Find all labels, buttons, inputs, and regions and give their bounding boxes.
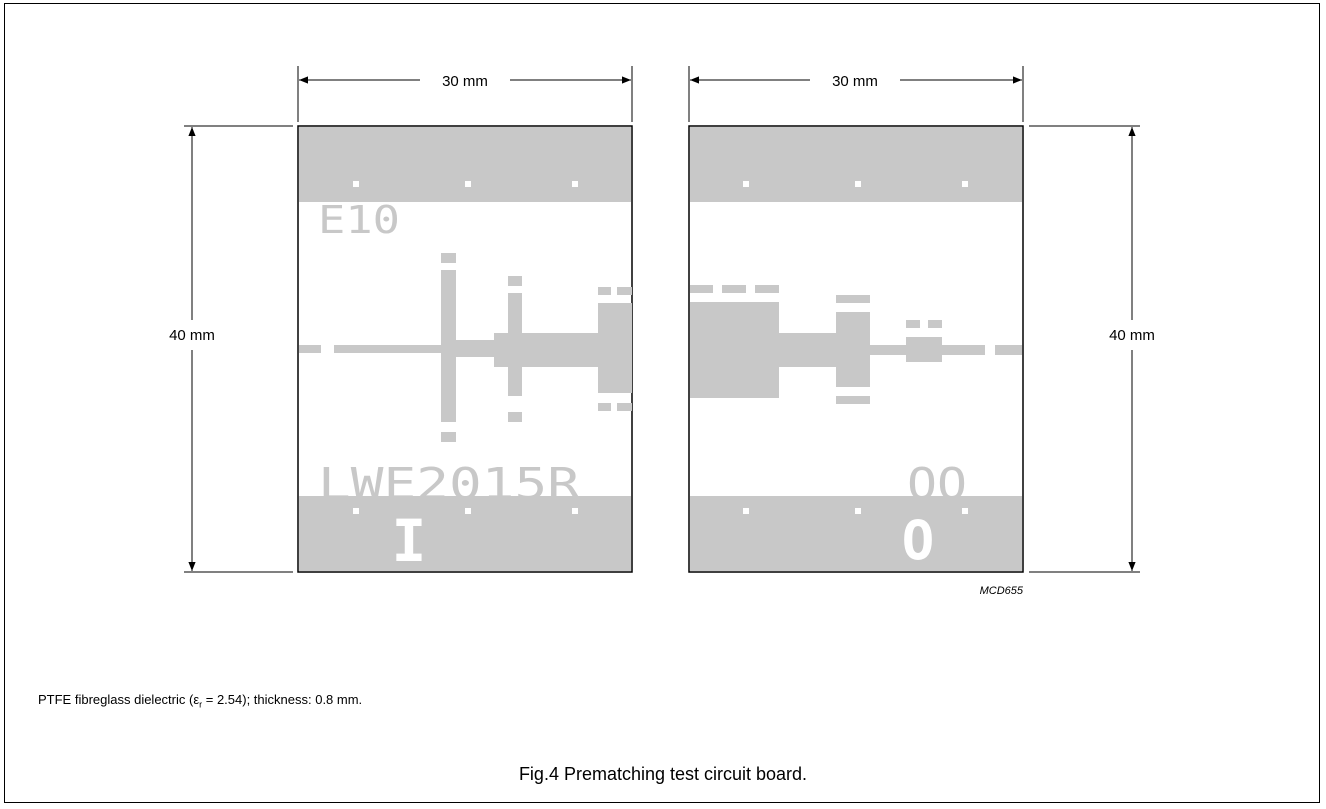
output-port-label: O — [902, 509, 935, 572]
board-marking-oo: OO — [907, 459, 967, 510]
figure-caption: Fig.4 Prematching test circuit board. — [518, 764, 808, 784]
dimension-label-left-height: 40 mm — [169, 327, 215, 344]
microstrip-traces — [299, 253, 632, 442]
dimension-label-right-height: 40 mm — [1109, 327, 1155, 344]
input-board: E10 LWE2015R I — [297, 125, 633, 575]
board-marking-e10: E10 — [318, 198, 400, 242]
input-port-label: I — [392, 507, 427, 575]
figure-code: MCD655 — [980, 585, 1024, 597]
ground-plane-top — [299, 127, 631, 202]
note-text: PTFE fibreglass dielectric (ε — [38, 692, 200, 707]
via-holes — [743, 181, 968, 514]
figure-frame — [4, 3, 1320, 803]
dielectric-note: PTFE fibreglass dielectric (εr = 2.54); … — [38, 692, 362, 710]
ground-plane-top — [690, 127, 1022, 202]
board-marking-type: LWE2015R — [318, 459, 581, 510]
dimension-lines — [184, 66, 1140, 573]
microstrip-traces — [690, 285, 1022, 404]
via-holes — [353, 181, 578, 514]
note-text-suffix: = 2.54); thickness: 0.8 mm. — [202, 692, 363, 707]
ground-plane-bottom — [690, 496, 1022, 571]
note-subscript: r — [199, 699, 203, 710]
dimension-label-right-width: 30 mm — [832, 73, 878, 90]
output-board: OO O — [688, 125, 1024, 573]
dimension-label-left-width: 30 mm — [442, 73, 488, 90]
